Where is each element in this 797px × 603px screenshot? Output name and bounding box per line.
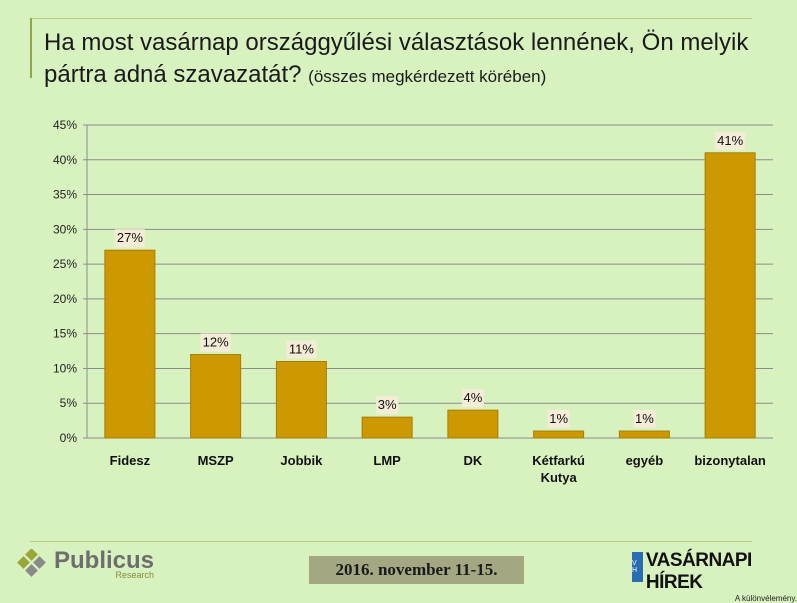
bar — [533, 430, 585, 439]
y-tick-label: 25% — [53, 257, 77, 271]
x-tick-label: bizonytalan — [694, 453, 766, 468]
x-tick-label: Kétfarkú — [532, 453, 585, 468]
bar — [275, 360, 327, 439]
bar — [361, 416, 413, 439]
y-tick-label: 30% — [53, 222, 77, 236]
y-tick-label: 0% — [60, 431, 78, 445]
value-label-bg — [715, 131, 746, 150]
vasarnapi-hirek-logo: V H VASÁRNAPI HÍREK A különvélemény. — [632, 550, 797, 603]
value-labels: 27% 12% 11% 3% 4% 1% 1% 41% — [114, 131, 746, 429]
value-label-bg — [200, 333, 231, 352]
publicus-diamond-icon — [17, 549, 46, 577]
x-tick-label: Kutya — [541, 470, 578, 485]
left-accent-rule — [30, 18, 32, 78]
value-label: 11% — [289, 341, 314, 356]
value-label-bg — [547, 410, 570, 429]
y-tick-label: 40% — [53, 153, 77, 167]
bar — [104, 249, 156, 439]
value-label: 1% — [635, 411, 654, 426]
x-tick-label: DK — [463, 453, 482, 468]
value-label-bg — [114, 229, 145, 248]
y-tick-label: 20% — [53, 292, 77, 306]
grid-lines — [86, 124, 773, 439]
chart-title: Ha most vasárnap országgyűlési választás… — [44, 27, 764, 93]
x-axis-labels: Fidesz MSZP Jobbik LMP DK Kétfarkú Kutya egyéb b… — [110, 453, 766, 485]
publicus-logo-tag: Research — [115, 570, 155, 580]
y-tick-label: 10% — [53, 361, 77, 375]
value-label-bg — [376, 396, 399, 415]
vasarnapi-hirek-tag: A különvélemény. — [734, 594, 797, 603]
y-tick-label: 45% — [53, 118, 77, 132]
bar — [704, 152, 756, 439]
value-label: 4% — [463, 390, 482, 405]
x-tick-label: LMP — [373, 453, 401, 468]
x-tick-label: Fidesz — [110, 453, 151, 468]
value-label: 41% — [717, 133, 743, 148]
y-tick-label: 5% — [60, 396, 78, 410]
value-label: 3% — [378, 397, 397, 412]
chart-title-main: Ha most vasárnap országgyűlési választás… — [44, 29, 749, 88]
y-axis-ticks: 0% 5% 10% 15% 20% 25% 30% 35% 40% 45% — [53, 118, 87, 445]
value-label-bg — [461, 389, 484, 408]
publicus-logo-name: Publicus — [54, 547, 155, 574]
vasarnapi-hirek-name: VASÁRNAPI HÍREK — [645, 550, 753, 593]
top-rule — [30, 18, 752, 19]
x-tick-label: MSZP — [198, 453, 234, 468]
value-label: 12% — [203, 335, 229, 350]
y-tick-label: 15% — [53, 327, 77, 341]
bottom-rule — [30, 541, 752, 542]
bar — [618, 430, 670, 439]
bar — [190, 354, 242, 439]
chart-subtitle: (összes megkérdezett körében) — [308, 67, 547, 86]
publicus-logo: Publicus Research — [16, 549, 154, 581]
vh-badge-icon: V H — [632, 552, 643, 582]
bars — [104, 152, 756, 439]
value-label-bg — [286, 340, 317, 359]
value-label-bg — [633, 410, 656, 429]
survey-date: 2016. november 11-15. — [309, 556, 524, 584]
bar — [447, 409, 499, 439]
value-label: 27% — [117, 230, 143, 245]
y-tick-label: 35% — [53, 188, 77, 202]
x-tick-label: Jobbik — [280, 453, 323, 468]
title-block: Ha most vasárnap országgyűlési választás… — [44, 27, 764, 93]
x-tick-label: egyéb — [626, 453, 664, 468]
value-label: 1% — [549, 411, 568, 426]
